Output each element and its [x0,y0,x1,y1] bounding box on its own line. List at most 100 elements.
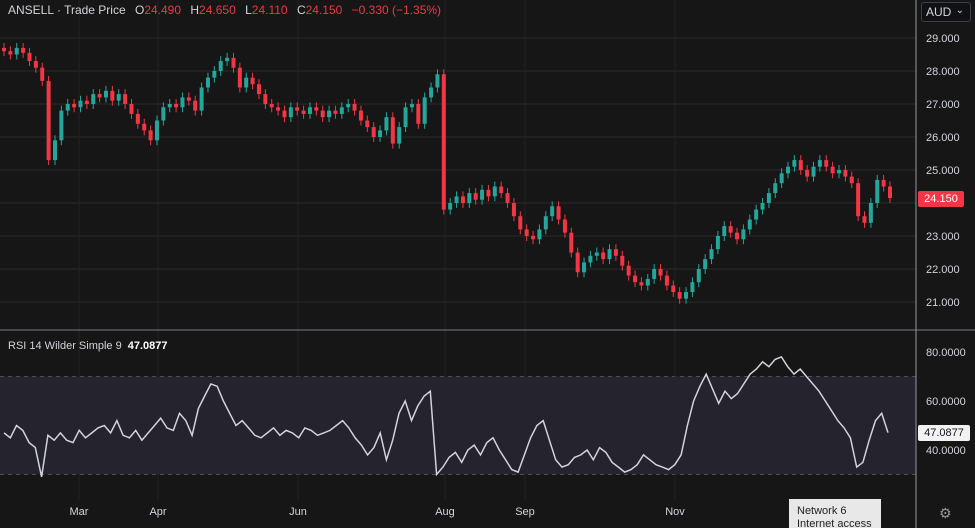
open-value: 24.490 [144,3,182,17]
candle-body [709,249,714,260]
candle-body [244,77,249,88]
candle-body [212,71,217,78]
candle-body [307,107,312,114]
candle-body [269,104,274,108]
candle-body [518,216,523,230]
candle-body [747,219,752,230]
candle-body [837,170,842,174]
candle-body [161,107,166,121]
candle-body [817,160,822,167]
candle-body [550,206,555,217]
candle-body [129,104,134,114]
low-value: 24.110 [251,3,288,17]
candle-body [830,166,835,174]
candle-body [703,259,708,269]
candle-body [441,74,446,210]
candle-body [378,130,383,137]
candle-body [805,170,810,177]
candle-body [84,100,89,104]
rsi-value: 47.0877 [127,340,168,352]
candle-body [237,67,242,88]
candle-body [327,110,332,118]
candle-body [358,110,363,121]
candle-body [862,216,867,223]
gear-icon[interactable]: ⚙ [939,505,952,521]
candle-body [276,107,281,111]
candle-body [645,278,650,286]
candle-body [339,107,344,114]
candle-body [135,113,140,124]
candle-body [658,269,663,276]
candle-body [531,236,536,240]
candle-body [556,206,561,220]
candle-body [288,107,293,118]
candle-body [365,120,370,128]
candle-body [601,252,606,260]
close-label: C [296,3,306,17]
time-tick-label: Jun [289,506,307,518]
candle-body [537,229,542,240]
candle-body [875,179,880,203]
candle-body [792,160,797,167]
candle-body [193,100,198,111]
rsi-legend[interactable]: RSI 14 Wilder Simple 9 47.0877 [8,340,167,352]
candle-body [429,87,434,98]
candle-body [467,193,472,203]
candle-body [486,189,491,197]
candle-body [811,166,816,177]
candle-body [103,90,108,98]
change-value: −0.330 (−1.35%) [351,3,442,17]
candle-body [2,47,6,52]
price-axis: 29.00028.00027.00026.00025.00024.00023.0… [926,33,960,309]
candle-body [760,203,765,210]
candle-body [384,117,389,131]
price-tick-label: 23.000 [926,231,960,243]
candle-body [690,282,695,293]
candle-body [371,127,376,137]
price-tick-label: 29.000 [926,33,960,45]
rsi-axis: 80.0000 60.0000 40.0000 [926,347,966,457]
candle-body [677,292,682,299]
candle-body [824,160,829,167]
candle-body [881,179,886,187]
candle-body [435,74,440,88]
high-label: H [190,3,200,17]
candle-body [448,203,453,210]
rsi-tick-label: 80.0000 [926,347,966,359]
candle-body [505,193,510,203]
candle-body [728,226,733,233]
candle-body [843,170,848,177]
candle-body [735,232,740,240]
close-value: 24.150 [305,3,343,17]
candle-body [422,97,427,124]
candle-body [613,249,618,256]
candle-body [888,186,892,199]
candle-body [225,57,230,62]
currency-selector[interactable]: AUD ⌄ [921,2,971,22]
candle-body [352,104,357,111]
candle-body [543,216,548,230]
price-tick-label: 28.000 [926,66,960,78]
candle-body [65,104,70,111]
candle-body [868,203,873,223]
candle-body [282,110,287,118]
symbol-name[interactable]: ANSELL [8,3,54,17]
candle-body [786,166,791,174]
price-tick-label: 22.000 [926,264,960,276]
candle-body [671,285,676,293]
candle-body [218,61,223,71]
low-label: L [245,3,252,17]
candle-body [174,104,179,108]
rsi-tick-label: 40.0000 [926,445,966,457]
candle-body [21,47,26,53]
candle-body [715,236,720,250]
candle-body [142,123,147,131]
candle-body [582,262,587,273]
candle-body [594,252,599,256]
candle-body [798,160,803,170]
candle-body [664,275,669,286]
candle-body [639,282,644,286]
candle-body [722,226,727,236]
candle-body [569,232,574,253]
